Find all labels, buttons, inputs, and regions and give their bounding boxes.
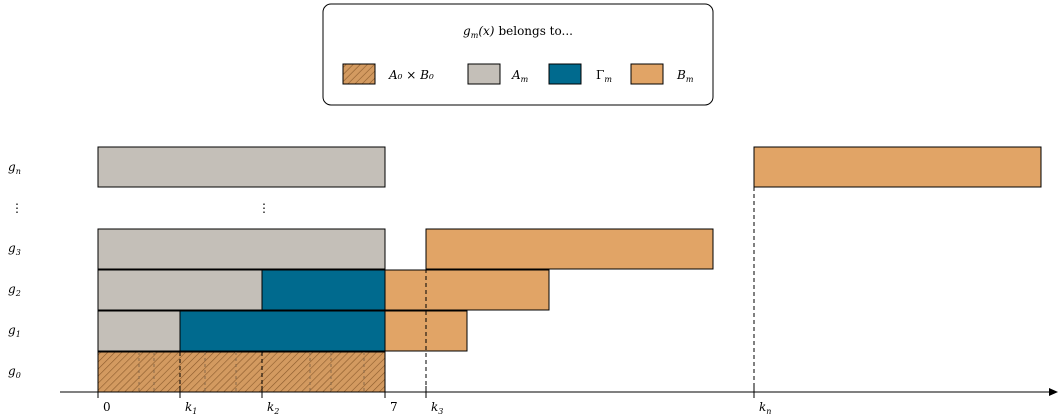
bar-g3-am (97, 228, 386, 270)
tick-label-k1: k1 (185, 400, 197, 416)
bar-g1-am (97, 310, 181, 352)
legend-label-gm: Γm (596, 68, 612, 84)
tick-label-k2: k2 (267, 400, 279, 416)
g0-dividers (138, 352, 365, 392)
tick-label-k3: k3 (431, 400, 443, 416)
row-label-g2: g2 (8, 282, 21, 298)
tick-label-0: 0 (103, 400, 111, 414)
bar-g2-am (97, 269, 263, 311)
legend-label-am: Am (511, 68, 529, 84)
row-labels: gn ⋮ g3 g2 g1 g0 (8, 160, 23, 380)
legend-frame (322, 3, 714, 106)
row-label-ellipsis: ⋮ (11, 201, 23, 215)
tick-label-kn: kn (759, 400, 771, 416)
bar-g2-gm (261, 269, 386, 311)
row-label-g0: g0 (8, 364, 21, 380)
row-label-gn: gn (8, 160, 21, 176)
legend-swatch-bm (630, 63, 664, 85)
bar-gn-am (97, 146, 386, 188)
bars (97, 146, 1042, 393)
middle-ellipsis: ⋮ (258, 201, 270, 215)
bar-g2-bm (384, 269, 550, 311)
bar-g0-a0xb0 (97, 351, 386, 393)
row-label-g1: g1 (8, 323, 21, 339)
tick-label-7: 7 (390, 400, 398, 414)
legend-label-a0xb0: A₀ × B₀ (388, 68, 434, 82)
legend-label-bm: Bm (676, 68, 694, 84)
guides (179, 187, 755, 392)
legend-swatch-am (467, 63, 501, 85)
x-axis: 0 k1 k2 7 k3 kn (60, 386, 1058, 416)
legend: gm(x) belongs to... A₀ × B₀ Am Γm Bm (322, 3, 714, 106)
legend-title: gm(x) belongs to... (463, 24, 573, 40)
legend-swatch-a0xb0 (342, 63, 376, 85)
bar-gn-bm (753, 146, 1042, 188)
bar-g1-bm (384, 310, 468, 352)
bar-g3-bm (425, 228, 714, 270)
axis-arrow-icon (1049, 388, 1058, 396)
legend-swatch-gm (548, 63, 582, 85)
row-label-g3: g3 (8, 241, 21, 257)
bar-g1-gm (179, 310, 386, 352)
